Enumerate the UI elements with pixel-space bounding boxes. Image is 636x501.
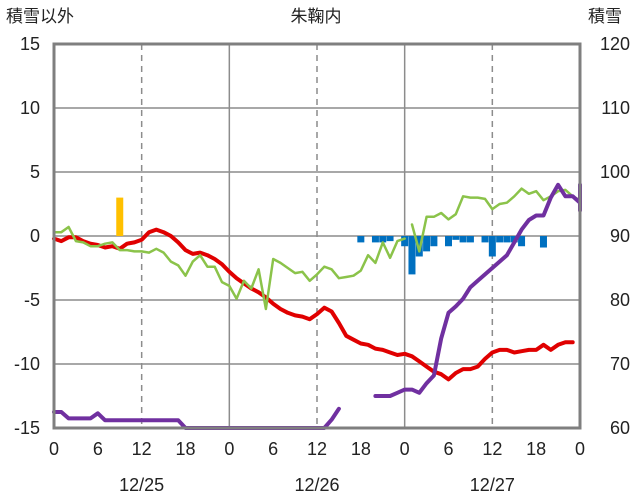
snowfall-bar bbox=[539, 236, 547, 248]
snowfall-bar bbox=[466, 236, 474, 243]
dew_point-line bbox=[52, 225, 406, 311]
x-tick-label: 6 bbox=[443, 439, 453, 459]
y-left-tick-label: 10 bbox=[20, 98, 40, 118]
snowfall-bar bbox=[401, 236, 409, 247]
date-label: 12/26 bbox=[294, 475, 339, 495]
x-axis-ticks: 0 6 12 18 0 6 12 18 0 6 12 18 0 bbox=[49, 439, 585, 459]
y-left-tick-label: -10 bbox=[14, 354, 40, 374]
snowfall-bar bbox=[379, 236, 387, 243]
snowfall-bar bbox=[518, 236, 526, 247]
plot-frame bbox=[52, 42, 582, 430]
y-right-tick-label: 60 bbox=[610, 418, 630, 438]
snowfall-bar bbox=[503, 236, 511, 243]
snowfall-bar bbox=[408, 236, 416, 275]
y-left-tick-label: 15 bbox=[20, 34, 40, 54]
x-tick-label: 6 bbox=[268, 439, 278, 459]
y-left-tick-label: 0 bbox=[30, 226, 40, 246]
snowfall-bar bbox=[452, 236, 460, 240]
x-tick-label: 12 bbox=[482, 439, 502, 459]
snow_depth-line bbox=[373, 182, 582, 398]
date-labels: 12/25 12/26 12/27 bbox=[119, 475, 515, 495]
snowfall-bar bbox=[481, 236, 489, 243]
x-tick-label: 12 bbox=[307, 439, 327, 459]
left-axis-ticks: 15 10 5 0 -5 -10 -15 bbox=[14, 34, 40, 438]
x-tick-label: 18 bbox=[351, 439, 371, 459]
dew_point-line bbox=[410, 187, 582, 253]
snowfall-bar bbox=[496, 236, 504, 243]
y-right-tick-label: 110 bbox=[601, 98, 630, 118]
left-axis-title: 積雪以外 bbox=[6, 7, 74, 27]
snow_depth-line bbox=[52, 406, 341, 430]
x-tick-label: 18 bbox=[175, 439, 195, 459]
x-tick-label: 0 bbox=[575, 439, 585, 459]
y-right-tick-label: 80 bbox=[610, 290, 630, 310]
snowfall-bar bbox=[430, 236, 438, 247]
y-right-tick-label: 100 bbox=[600, 162, 630, 182]
right-axis-title: 積雪 bbox=[588, 7, 622, 27]
snowfall-bar bbox=[488, 236, 496, 257]
right-axis-ticks: 120 110 100 90 80 70 60 bbox=[600, 34, 630, 438]
x-tick-label: 12 bbox=[132, 439, 152, 459]
snowfall-bar bbox=[459, 236, 467, 243]
y-right-tick-label: 70 bbox=[610, 354, 630, 374]
snowfall-bar bbox=[357, 236, 365, 243]
x-tick-label: 6 bbox=[93, 439, 103, 459]
snowfall-bar bbox=[371, 236, 379, 243]
chart-title: 朱鞠内 bbox=[291, 7, 342, 27]
precipitation-bar bbox=[116, 197, 124, 236]
y-right-tick-label: 120 bbox=[600, 34, 630, 54]
date-label: 12/25 bbox=[119, 475, 164, 495]
y-right-tick-label: 90 bbox=[610, 226, 630, 246]
y-left-tick-label: -5 bbox=[24, 290, 40, 310]
x-tick-label: 0 bbox=[224, 439, 234, 459]
y-left-tick-label: -15 bbox=[14, 418, 40, 438]
x-tick-label: 0 bbox=[49, 439, 59, 459]
x-tick-label: 0 bbox=[400, 439, 410, 459]
date-label: 12/27 bbox=[470, 475, 515, 495]
x-tick-label: 18 bbox=[526, 439, 546, 459]
y-left-tick-label: 5 bbox=[30, 162, 40, 182]
snowfall-bar bbox=[386, 236, 394, 242]
snowfall-bar bbox=[423, 236, 431, 252]
temperature-line bbox=[52, 227, 575, 382]
snowfall-bar bbox=[445, 236, 452, 247]
